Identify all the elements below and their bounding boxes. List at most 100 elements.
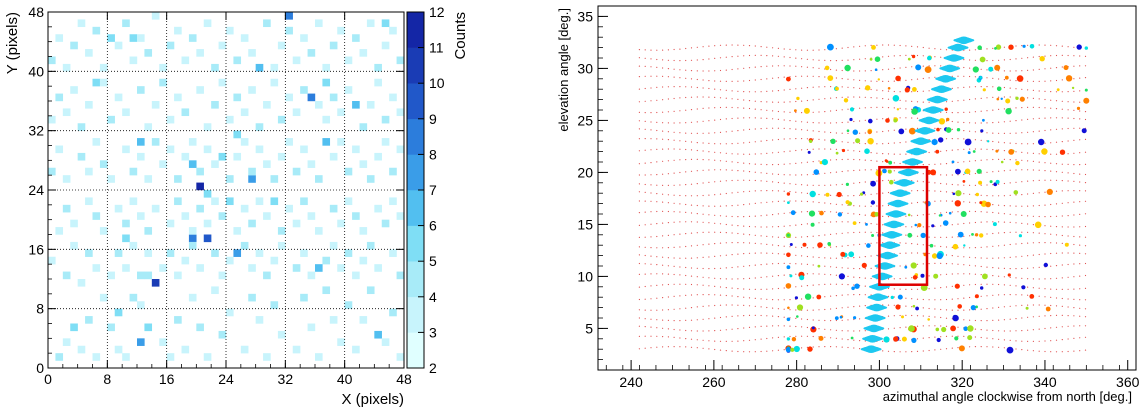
scan-point xyxy=(662,247,664,249)
scan-point xyxy=(685,132,687,134)
scan-point xyxy=(835,109,838,111)
scan-point xyxy=(795,138,797,140)
heatmap-cell xyxy=(203,234,212,243)
scan-point xyxy=(789,120,791,122)
scan-point xyxy=(893,162,895,164)
scan-point xyxy=(992,283,994,285)
scan-point xyxy=(662,284,664,286)
scan-point xyxy=(1027,231,1029,233)
scan-point xyxy=(1067,163,1069,165)
heatmap-cell xyxy=(218,152,227,161)
scan-point xyxy=(772,47,774,49)
scan-point xyxy=(945,211,948,213)
scan-point xyxy=(969,319,971,321)
scan-point xyxy=(644,318,646,320)
scan-point xyxy=(1084,262,1087,265)
scan-point xyxy=(940,287,942,289)
scan-point xyxy=(905,297,907,299)
scan-point xyxy=(743,204,745,206)
scan-point xyxy=(922,55,924,57)
heatmap-cell xyxy=(255,145,264,154)
event-marker xyxy=(877,78,880,81)
scan-point xyxy=(928,349,930,352)
heatmap-cell xyxy=(159,160,167,168)
scan-point xyxy=(1009,294,1011,296)
scan-point xyxy=(969,184,971,186)
heatmap-cell xyxy=(270,197,279,206)
scan-point xyxy=(789,76,791,78)
scan-point xyxy=(1079,299,1081,301)
event-marker xyxy=(836,191,842,198)
heatmap-cell xyxy=(359,49,368,57)
scan-point xyxy=(801,162,803,164)
heatmap-cell xyxy=(196,264,204,272)
scan-point xyxy=(1015,340,1017,342)
scan-point xyxy=(1061,226,1063,228)
scan-point xyxy=(824,211,826,213)
scan-point xyxy=(650,174,652,176)
event-marker xyxy=(854,283,860,289)
scan-point xyxy=(1015,348,1017,350)
scan-point xyxy=(1003,306,1006,308)
event-marker xyxy=(844,64,851,72)
scan-point xyxy=(662,49,664,51)
scan-point xyxy=(795,254,797,256)
scan-point xyxy=(777,308,780,310)
scan-point xyxy=(650,100,652,102)
event-marker xyxy=(1008,149,1015,155)
heatmap-cell xyxy=(352,101,360,109)
heatmap-cell xyxy=(181,152,190,161)
scan-point xyxy=(818,130,820,133)
scan-point xyxy=(754,108,756,110)
scan-point xyxy=(893,304,895,306)
scan-point xyxy=(737,340,739,342)
scan-point xyxy=(899,265,901,267)
scan-point xyxy=(789,299,791,301)
scatter-x-tick-label: 320 xyxy=(951,374,975,390)
scan-point xyxy=(859,96,861,98)
scan-point xyxy=(1055,277,1058,279)
scan-point xyxy=(696,59,698,61)
scan-point xyxy=(841,283,843,285)
scan-point xyxy=(1044,204,1046,206)
heatmap-cell xyxy=(263,160,271,168)
scan-point xyxy=(1084,182,1087,184)
scan-point xyxy=(806,49,809,51)
scan-point xyxy=(690,70,693,72)
scan-point xyxy=(1009,330,1011,332)
event-marker xyxy=(912,304,916,308)
event-marker xyxy=(920,273,925,278)
scan-point xyxy=(876,254,878,256)
scan-point xyxy=(859,243,861,245)
heatmap-cell xyxy=(122,219,130,228)
scan-point xyxy=(667,59,670,61)
scan-point xyxy=(974,172,977,175)
scan-point xyxy=(893,315,895,317)
scan-point xyxy=(992,275,994,277)
scan-point xyxy=(795,317,797,319)
scan-point xyxy=(916,288,919,290)
scan-point xyxy=(963,121,965,124)
scan-point xyxy=(882,180,884,182)
scan-point xyxy=(870,106,872,109)
scan-point xyxy=(801,211,803,213)
scan-point xyxy=(743,91,745,93)
scan-point xyxy=(743,117,745,119)
scan-point xyxy=(1015,58,1017,60)
scan-point xyxy=(719,242,722,244)
event-marker xyxy=(936,252,943,260)
event-marker xyxy=(816,294,822,300)
heatmap-cell xyxy=(122,19,130,28)
scan-point xyxy=(789,191,791,193)
scan-point xyxy=(806,121,809,123)
scan-point xyxy=(714,57,716,60)
scan-point xyxy=(714,45,716,47)
scan-point xyxy=(731,254,733,256)
scan-point xyxy=(638,183,641,185)
scan-point xyxy=(662,297,664,299)
heatmap-cell xyxy=(277,241,286,250)
heatmap-cell xyxy=(300,249,308,257)
scan-point xyxy=(1027,193,1029,195)
scan-point xyxy=(864,132,866,134)
scan-point xyxy=(969,67,971,69)
